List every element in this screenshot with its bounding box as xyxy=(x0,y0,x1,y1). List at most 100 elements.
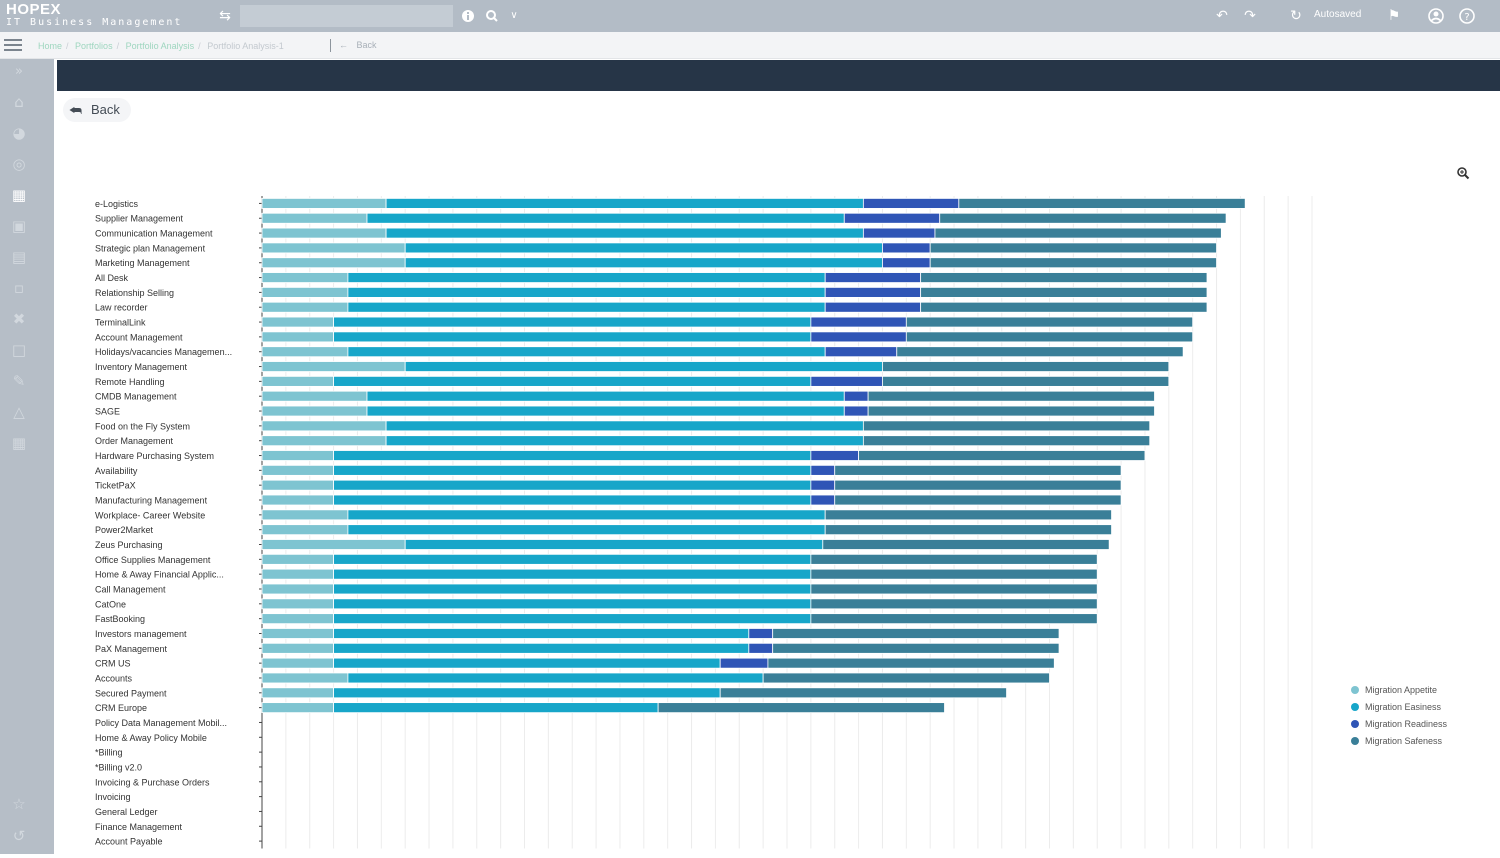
bar-segment xyxy=(822,539,1110,550)
category-label: Remote Handling xyxy=(95,377,165,387)
category-label: Account Management xyxy=(95,332,183,342)
bar-segment xyxy=(920,286,1208,298)
bar-segment xyxy=(858,450,1146,461)
home-icon[interactable]: ⌂ xyxy=(14,93,24,111)
report-icon[interactable]: ▦ xyxy=(11,434,27,452)
category-label: TerminalLink xyxy=(95,318,146,328)
bar-segment xyxy=(261,301,349,313)
info-icon[interactable] xyxy=(458,6,478,26)
bar-segment xyxy=(385,420,864,432)
legend-label: Migration Safeness xyxy=(1365,736,1443,746)
alert-icon[interactable]: △ xyxy=(13,403,25,421)
breadcrumb-home[interactable]: Home xyxy=(38,41,63,51)
dashboard-icon[interactable]: ◕ xyxy=(12,124,26,142)
bar-segment xyxy=(905,316,1194,328)
portfolio-icon[interactable]: ▦ xyxy=(11,186,27,204)
sidebar: » ⌂ ◕ ◎ ▦ ▣ ▤ ▫ ✖ □ ✎ △ ▦ ☆ ↺ xyxy=(0,59,54,854)
breadcrumb-portfolios[interactable]: Portfolios xyxy=(75,41,113,51)
category-label: Investors management xyxy=(95,629,187,639)
bar-segment xyxy=(824,272,922,283)
category-label: Relationship Selling xyxy=(95,288,174,298)
frame-icon[interactable]: □ xyxy=(11,341,27,359)
globe-icon[interactable]: ◎ xyxy=(12,155,26,173)
bar-segment xyxy=(882,257,931,269)
bar-segment xyxy=(261,212,368,224)
help-icon[interactable]: ? xyxy=(1457,6,1477,26)
bar-segment xyxy=(261,331,334,343)
bar-segment xyxy=(261,539,406,550)
sync-icon[interactable]: ↻ xyxy=(1290,8,1302,24)
undo-icon[interactable]: ↶ xyxy=(1216,8,1228,24)
chevron-down-icon[interactable]: ∨ xyxy=(510,10,518,21)
category-label: Workplace- Career Website xyxy=(95,510,205,520)
bar-segment xyxy=(261,464,334,476)
category-label: Manufacturing Management xyxy=(95,496,208,506)
swap-icon[interactable]: ⇆ xyxy=(219,8,231,24)
bar-segment xyxy=(834,464,1122,476)
tools-icon[interactable]: ✖ xyxy=(12,310,26,328)
bar-segment xyxy=(810,316,907,328)
bar-segment xyxy=(748,628,774,639)
zoom-icon[interactable] xyxy=(1454,166,1472,184)
bar-segment xyxy=(261,257,406,269)
bar-segment xyxy=(929,257,1217,269)
category-label: All Desk xyxy=(95,273,129,283)
category-label: PaX Management xyxy=(95,644,168,654)
legend-marker xyxy=(1351,737,1359,745)
document-icon[interactable]: ▤ xyxy=(11,248,27,266)
bar-segment xyxy=(939,212,1227,224)
bar-segment xyxy=(333,375,812,387)
bar-segment xyxy=(385,198,864,209)
edit-icon[interactable]: ✎ xyxy=(12,372,26,390)
category-label: Marketing Management xyxy=(95,258,190,268)
user-icon[interactable] xyxy=(1426,6,1446,26)
legend-marker xyxy=(1351,703,1359,711)
bar-segment xyxy=(385,227,864,239)
history-icon[interactable]: ↺ xyxy=(12,827,26,845)
menu-icon[interactable] xyxy=(4,36,22,54)
bar-segment xyxy=(810,331,907,343)
legend-label: Migration Appetite xyxy=(1365,685,1437,695)
bar-segment xyxy=(824,509,1112,521)
favorites-icon[interactable]: ☆ xyxy=(12,795,26,813)
redo-icon[interactable]: ↷ xyxy=(1244,8,1256,24)
bar-segment xyxy=(333,583,812,595)
category-label: Secured Payment xyxy=(95,688,167,698)
bar-segment xyxy=(366,212,845,224)
expand-icon[interactable]: » xyxy=(15,64,23,79)
bar-segment xyxy=(810,598,1098,610)
bar-segment xyxy=(347,346,826,358)
stacked-bar-chart: e-Logistics Supplier Management Communicat… xyxy=(57,185,1500,854)
bar-segment xyxy=(261,198,387,209)
bar-segment xyxy=(261,242,406,254)
bar-segment xyxy=(958,198,1246,209)
back-button[interactable]: ⮪ Back xyxy=(63,98,131,122)
bar-segment xyxy=(843,212,941,224)
chip-icon[interactable]: ▣ xyxy=(11,217,27,235)
breadcrumb-portfolio-analysis[interactable]: Portfolio Analysis xyxy=(125,41,195,51)
bar-segment xyxy=(261,346,349,358)
category-label: CatOne xyxy=(95,599,126,609)
bar-segment xyxy=(261,628,334,639)
notification-icon[interactable]: ⚑ xyxy=(1387,8,1401,24)
bar-segment xyxy=(333,628,750,639)
search-icon[interactable] xyxy=(482,6,502,26)
category-label: Hardware Purchasing System xyxy=(95,451,214,461)
back-button-label: Back xyxy=(91,102,120,117)
bar-segment xyxy=(333,479,812,491)
bar-segment xyxy=(862,227,936,239)
bar-segment xyxy=(261,672,349,684)
category-label: Communication Management xyxy=(95,229,213,239)
category-label: Law recorder xyxy=(95,303,148,313)
bar-segment xyxy=(843,390,869,402)
bar-segment xyxy=(843,405,869,417)
category-label: Power2Market xyxy=(95,525,154,535)
nav-back-link[interactable]: ← Back xyxy=(330,39,377,52)
bar-segment xyxy=(261,361,406,372)
app-logo[interactable]: HOPEX IT Business Management xyxy=(6,2,182,28)
brand-name: HOPEX xyxy=(6,1,62,18)
search-input[interactable] xyxy=(240,5,453,27)
chat-icon[interactable]: ▫ xyxy=(13,279,25,297)
category-label: Invoicing & Purchase Orders xyxy=(95,777,210,787)
category-label: Invoicing xyxy=(95,792,131,802)
